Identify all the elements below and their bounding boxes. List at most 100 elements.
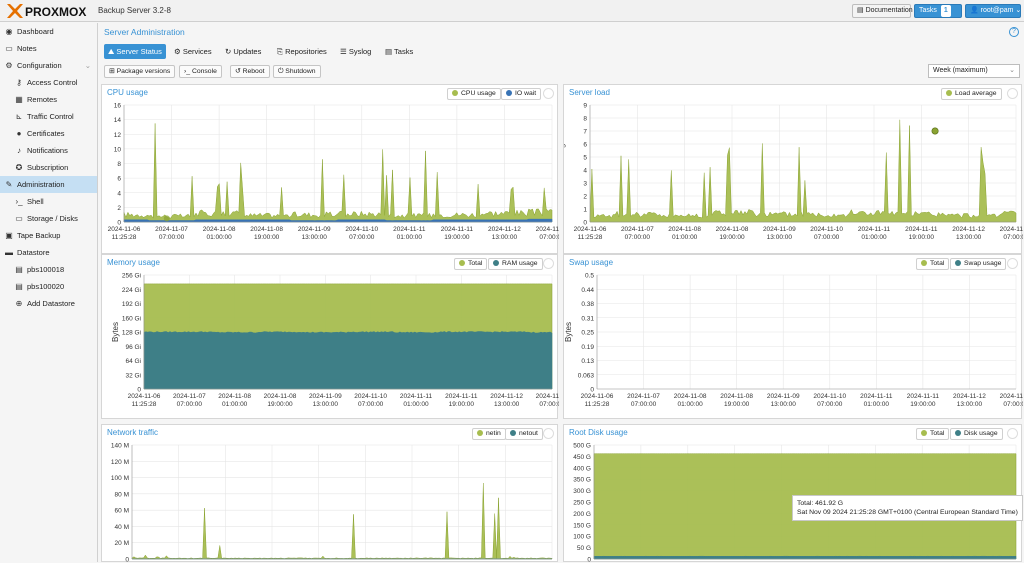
y-tick-label: 16 <box>114 103 122 110</box>
y-tick-label: 20 M <box>115 540 129 547</box>
tab-updates[interactable]: ↻ Updates <box>221 44 265 59</box>
sidebar-item-configuration[interactable]: ⚙Configuration⌄ <box>0 57 97 74</box>
y-tick-label: 250 G <box>573 500 591 507</box>
legend-swatch <box>506 90 512 96</box>
reset-zoom-icon[interactable] <box>543 428 554 439</box>
reset-zoom-icon[interactable] <box>1007 428 1018 439</box>
sidebar: ◉Dashboard ▭Notes ⚙Configuration⌄ ⚷Acces… <box>0 23 98 562</box>
x-tick-label: 13:00:00 <box>957 401 983 408</box>
sidebar-item-access-control[interactable]: ⚷Access Control <box>0 74 97 91</box>
y-tick-label: 300 G <box>573 488 591 495</box>
x-tick-label: 11:25:28 <box>585 401 610 408</box>
panel-title: Server load <box>569 88 610 97</box>
legend-io-wait[interactable]: IO wait <box>501 88 541 100</box>
package-versions-button[interactable]: ⊞ Package versions <box>104 65 175 78</box>
x-tick-label: 13:00:00 <box>767 234 793 241</box>
x-tick-label: 11:25:28 <box>578 234 603 241</box>
plus-circle-icon: ⊕ <box>14 295 24 312</box>
y-tick-label: 2 <box>117 205 121 212</box>
sidebar-item-certificates[interactable]: ●Certificates <box>0 125 97 142</box>
timeframe-select[interactable]: Week (maximum)⌄ <box>928 64 1020 78</box>
legend-ram-usage[interactable]: RAM usage <box>488 258 543 270</box>
y-tick-label: 7 <box>583 129 587 136</box>
y-tick-label: 10 <box>114 146 122 153</box>
legend-total[interactable]: Total <box>454 258 487 270</box>
x-tick-label: 13:00:00 <box>494 401 520 408</box>
legend-disk-usage[interactable]: Disk usage <box>950 428 1003 440</box>
hover-point <box>164 215 170 221</box>
y-tick-label: 14 <box>114 117 122 124</box>
x-tick-label: 2024-11-11 <box>445 393 478 400</box>
x-tick-label: 01:00:00 <box>397 234 423 241</box>
reset-zoom-icon[interactable] <box>1007 258 1018 269</box>
x-tick-label: 19:00:00 <box>449 401 475 408</box>
tab-repositories[interactable]: ⎘ Repositories <box>273 44 331 59</box>
legend-swatch <box>510 430 516 436</box>
legend-netin[interactable]: netin <box>472 428 506 440</box>
legend-load-average[interactable]: Load average <box>941 88 1002 100</box>
x-tick-label: 07:00:00 <box>1003 401 1023 408</box>
reboot-button[interactable]: ↺ Reboot <box>230 65 270 78</box>
svg-text:PROXMOX: PROXMOX <box>25 5 86 19</box>
y-tick-label: 150 G <box>573 522 591 529</box>
x-tick-label: 19:00:00 <box>444 234 470 241</box>
shutdown-button[interactable]: ⏻ Shutdown <box>273 65 321 78</box>
legend-cpu-usage[interactable]: CPU usage <box>447 88 501 100</box>
user-menu-button[interactable]: 👤 root@pam ⌄ <box>965 4 1021 18</box>
sidebar-item-dashboard[interactable]: ◉Dashboard <box>0 23 97 40</box>
x-tick-label: 2024-11-11 <box>907 393 940 400</box>
sidebar-item-pbs100018[interactable]: ▤pbs100018 <box>0 261 97 278</box>
legend-swatch <box>955 260 961 266</box>
x-tick-label: 2024-11-10 <box>345 226 378 233</box>
sidebar-item-administration[interactable]: ✎Administration <box>0 176 97 193</box>
legend-total[interactable]: Total <box>916 428 949 440</box>
tab-syslog[interactable]: ☰ Syslog <box>336 44 375 59</box>
help-icon[interactable]: ? <box>1009 27 1019 37</box>
reset-zoom-icon[interactable] <box>1007 88 1018 99</box>
tape-icon: ▣ <box>4 227 14 244</box>
sidebar-item-shell[interactable]: ›_Shell <box>0 193 97 210</box>
sidebar-item-storage-disks[interactable]: ▭Storage / Disks <box>0 210 97 227</box>
console-button[interactable]: ›_ Console <box>179 65 222 78</box>
x-tick-label: 19:00:00 <box>254 234 280 241</box>
sidebar-item-tape-backup[interactable]: ▣Tape Backup <box>0 227 97 244</box>
tab-server-status[interactable]: ⛰ Server Status <box>104 44 166 59</box>
y-tick-label: 8 <box>583 116 587 123</box>
sidebar-item-remotes[interactable]: ▦Remotes <box>0 91 97 108</box>
x-tick-label: 2024-11-12 <box>952 226 985 233</box>
x-tick-label: 01:00:00 <box>222 401 248 408</box>
gears-icon: ⚙ <box>174 47 181 56</box>
gears-icon: ⚙ <box>4 57 14 74</box>
chart-tooltip: Total: 461.92 G Sat Nov 09 2024 21:25:28… <box>792 495 1023 521</box>
documentation-button[interactable]: ▤ Documentation <box>852 4 911 18</box>
legend-netout[interactable]: netout <box>505 428 543 440</box>
sidebar-item-pbs100020[interactable]: ▤pbs100020 <box>0 278 97 295</box>
tasks-count-badge: 1 <box>941 5 951 17</box>
sidebar-item-datastore[interactable]: ▬Datastore <box>0 244 97 261</box>
reset-zoom-icon[interactable] <box>543 88 554 99</box>
cpu-usage-chart: 02468101214162024-11-0611:25:282024-11-0… <box>102 101 559 255</box>
sidebar-item-subscription[interactable]: ✪Subscription <box>0 159 97 176</box>
legend-swap-usage[interactable]: Swap usage <box>950 258 1006 270</box>
sidebar-item-traffic-control[interactable]: ⊾Traffic Control <box>0 108 97 125</box>
reset-zoom-icon[interactable] <box>543 258 554 269</box>
sidebar-item-add-datastore[interactable]: ⊕Add Datastore <box>0 295 97 312</box>
y-tick-label: 60 M <box>115 508 129 515</box>
tab-tasks[interactable]: ▤ Tasks <box>381 44 417 59</box>
legend-total[interactable]: Total <box>916 258 949 270</box>
wrench-icon: ✎ <box>4 176 14 193</box>
y-tick-label: 64 Gi <box>125 358 141 365</box>
tab-services[interactable]: ⚙ Services <box>170 44 216 59</box>
x-tick-label: 07:00:00 <box>349 234 375 241</box>
sidebar-item-notifications[interactable]: ♪Notifications <box>0 142 97 159</box>
bell-icon: ♪ <box>14 142 24 159</box>
x-tick-label: 2024-11-08 <box>668 226 701 233</box>
gift-icon: ⊞ <box>109 68 115 75</box>
x-tick-label: 2024-11-08 <box>720 393 753 400</box>
list-icon: ☰ <box>340 47 347 56</box>
sidebar-item-notes[interactable]: ▭Notes <box>0 40 97 57</box>
x-tick-label: 2024-11-13 <box>1000 226 1023 233</box>
y-tick-label: 32 Gi <box>125 372 141 379</box>
